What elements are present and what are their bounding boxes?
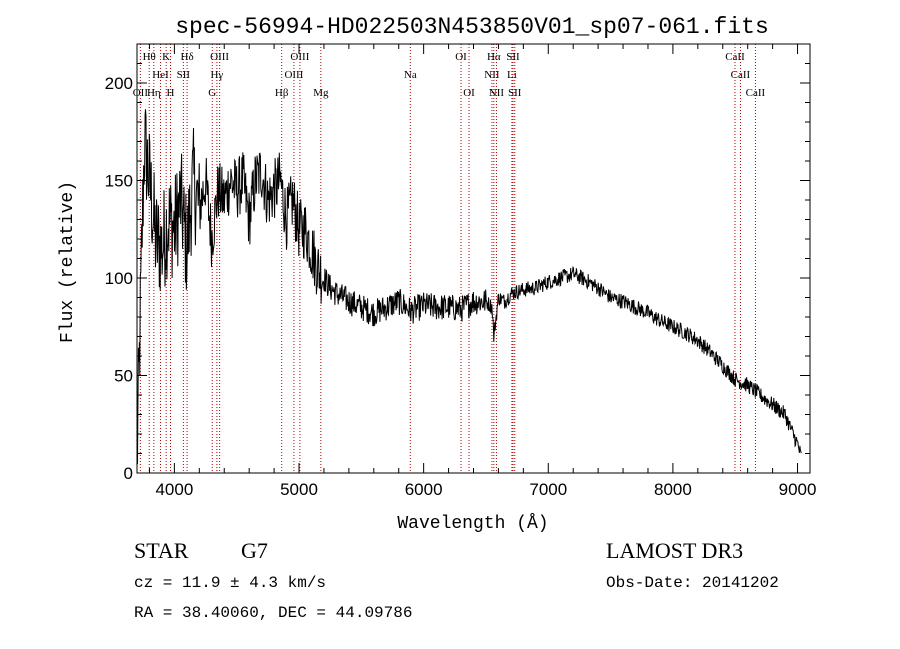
line-marker-label: OIII: [284, 69, 303, 81]
line-marker-label: Hθ: [143, 51, 156, 63]
y-tick-label: 200: [105, 74, 133, 93]
x-axis-label: Wavelength (Å): [397, 513, 548, 534]
line-marker-label: SII: [506, 51, 520, 63]
x-tick-label: 6000: [405, 480, 443, 499]
line-marker-label: Hβ: [275, 87, 289, 99]
line-marker-label: K: [162, 51, 170, 63]
line-marker-label: Mg: [313, 87, 329, 99]
y-tick-label: 150: [105, 172, 133, 191]
x-tick-label: 5000: [280, 480, 318, 499]
line-marker-label: G: [208, 87, 216, 99]
x-tick-label: 4000: [155, 480, 193, 499]
line-marker-label: Hη: [147, 87, 161, 99]
line-marker-label: NII: [489, 87, 505, 99]
y-tick-label: 50: [114, 367, 133, 386]
line-marker-label: CaII: [725, 51, 745, 63]
y-axis-label: Flux (relative): [58, 181, 78, 343]
y-tick-label: 100: [105, 269, 133, 288]
chart-title: spec-56994-HD022503N453850V01_sp07-061.f…: [175, 14, 769, 40]
line-marker-label: Li: [507, 69, 517, 81]
survey-name: LAMOST DR3: [606, 538, 744, 563]
line-marker-label: Hγ: [210, 69, 223, 81]
line-marker-label: OI: [455, 51, 467, 63]
line-marker-label: OI: [463, 87, 475, 99]
line-marker-label: CaII: [746, 87, 766, 99]
x-tick-label: 9000: [779, 480, 817, 499]
line-marker-label: Na: [404, 69, 417, 81]
y-axis: 0 50 100 150 200: [105, 63, 810, 483]
line-marker-label: OIII: [290, 51, 309, 63]
sky-coordinates: RA = 38.40060, DEC = 44.09786: [134, 604, 413, 622]
line-marker-label: H: [167, 87, 175, 99]
line-marker-label: HeI: [152, 69, 169, 81]
observation-date: Obs-Date: 20141202: [606, 574, 779, 592]
x-axis: 4000 5000 6000 7000 8000 9000: [148, 44, 817, 499]
plot-frame: [136, 43, 811, 474]
x-tick-label: 7000: [529, 480, 567, 499]
line-marker-label: SII: [177, 69, 191, 81]
line-marker-label: OIII: [210, 51, 229, 63]
line-marker-label: Hδ: [181, 51, 194, 63]
spectrum-line: [136, 109, 802, 465]
line-marker-label: CaII: [731, 69, 751, 81]
spectral-subclass: G7: [241, 538, 268, 563]
object-type: STAR: [134, 538, 189, 563]
line-marker-label: NII: [484, 69, 500, 81]
line-marker-label: Hα: [487, 51, 501, 63]
y-tick-label: 0: [124, 464, 133, 483]
x-tick-label: 8000: [654, 480, 692, 499]
redshift-readout: cz = 11.9 ± 4.3 km/s: [134, 574, 327, 592]
emission-line-markers: [139, 44, 756, 473]
line-marker-label: SII: [508, 87, 522, 99]
